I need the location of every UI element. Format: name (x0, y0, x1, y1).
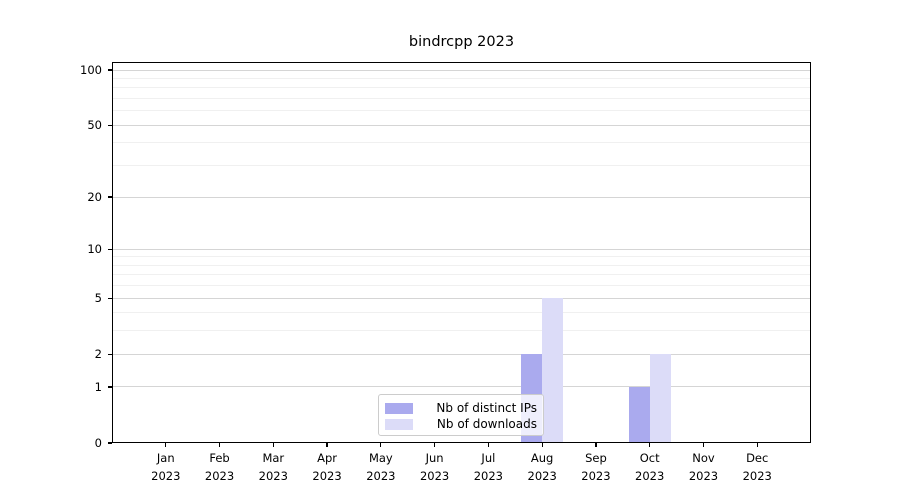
y-tick-label: 0 (94, 436, 102, 450)
minor-gridline (112, 142, 811, 144)
minor-gridline (112, 312, 811, 314)
minor-gridline (112, 78, 811, 80)
x-tick-year: 2023 (419, 468, 450, 483)
y-tick-mark (108, 196, 112, 198)
legend-swatch-icon (385, 402, 413, 414)
major-gridline (112, 386, 811, 388)
x-tick-mark (756, 443, 758, 447)
x-tick-label-oct: Oct 2023 (623, 450, 677, 485)
minor-gridline (112, 110, 811, 112)
bar-oct-nb-of-distinct-ips (628, 386, 650, 443)
x-tick-mark (165, 443, 167, 447)
x-tick-month: Jan (156, 451, 175, 465)
legend-label: Nb of distinct IPs (436, 401, 537, 415)
x-tick-mark (595, 443, 597, 447)
x-tick-month: Oct (639, 451, 660, 465)
x-tick-label-sep: Sep 2023 (569, 450, 623, 485)
y-tick-label: 1 (94, 379, 102, 394)
minor-gridline (112, 98, 811, 100)
y-tick-label: 10 (87, 242, 102, 257)
x-tick-month: Dec (746, 451, 769, 465)
y-tick-label: 2 (94, 347, 102, 362)
y-tick-mark (108, 69, 112, 71)
x-tick-label-mar: Mar 2023 (246, 450, 300, 485)
minor-gridline (112, 264, 811, 266)
x-tick-mark (326, 443, 328, 447)
x-tick-year: 2023 (635, 468, 665, 483)
x-tick-mark (272, 443, 274, 447)
x-tick-mark (487, 443, 489, 447)
major-gridline (112, 124, 811, 126)
legend-swatch-icon (385, 418, 413, 430)
x-tick-month: May (368, 451, 393, 465)
major-gridline (112, 297, 811, 299)
bar-aug-nb-of-downloads (542, 298, 564, 443)
legend-item-nb-of-downloads: Nb of downloads (385, 416, 537, 432)
x-tick-label-may: May 2023 (354, 450, 408, 485)
x-tick-month: Jun (425, 451, 444, 465)
x-tick-month: Mar (262, 451, 285, 465)
plot-area (112, 62, 811, 443)
x-tick-month: Nov (692, 451, 715, 465)
legend: Nb of distinct IPs Nb of downloads (378, 394, 544, 436)
y-tick-mark (108, 442, 112, 444)
y-tick-label: 20 (87, 190, 102, 204)
y-tick-label: 100 (80, 63, 102, 78)
major-gridline (112, 69, 811, 71)
x-tick-mark (380, 443, 382, 447)
minor-gridline (112, 330, 811, 332)
y-tick-mark (108, 353, 112, 355)
x-tick-mark (702, 443, 705, 447)
y-tick-mark (108, 124, 112, 126)
major-gridline (112, 196, 811, 198)
x-tick-mark (218, 443, 221, 447)
minor-gridline (112, 165, 811, 167)
x-tick-label-jun: Jun 2023 (408, 450, 462, 485)
x-tick-year: 2023 (527, 468, 557, 483)
y-tick-mark (108, 386, 112, 388)
minor-gridline (112, 285, 811, 287)
x-tick-label-dec: Dec 2023 (730, 450, 784, 485)
legend-label: Nb of downloads (436, 417, 537, 431)
x-tick-month: Sep (585, 451, 607, 465)
x-tick-mark (434, 443, 436, 447)
y-tick-label: 50 (87, 118, 102, 133)
x-tick-year: 2023 (258, 468, 288, 483)
y-tick-mark (108, 297, 112, 299)
legend-item-nb-of-distinct-ips: Nb of distinct IPs (385, 400, 537, 416)
x-tick-label-feb: Feb 2023 (193, 450, 247, 485)
x-tick-label-nov: Nov 2023 (676, 450, 730, 485)
minor-gridline (112, 256, 811, 258)
chart-title: bindrcpp 2023 (408, 34, 515, 50)
x-tick-year: 2023 (581, 468, 611, 483)
x-tick-label-apr: Apr 2023 (300, 450, 354, 485)
major-gridline (112, 353, 811, 355)
x-tick-year: 2023 (742, 468, 772, 483)
minor-gridline (112, 274, 811, 276)
major-gridline (112, 248, 811, 250)
legend-items: Nb of distinct IPs Nb of downloads (385, 400, 537, 432)
x-tick-year: 2023 (151, 468, 181, 483)
x-tick-month: Jul (481, 451, 496, 465)
x-tick-mark (649, 443, 651, 447)
x-tick-month: Apr (317, 451, 338, 465)
x-tick-mark (541, 443, 543, 447)
x-tick-year: 2023 (473, 468, 504, 483)
x-tick-month: Aug (530, 451, 554, 465)
x-tick-year: 2023 (366, 468, 396, 483)
x-tick-year: 2023 (688, 468, 719, 483)
y-tick-mark (108, 248, 112, 250)
x-tick-year: 2023 (312, 468, 342, 483)
y-tick-label: 5 (94, 291, 102, 306)
x-tick-label-jan: Jan 2023 (139, 450, 193, 485)
minor-gridline (112, 87, 811, 89)
x-tick-label-jul: Jul 2023 (461, 450, 515, 485)
x-tick-month: Feb (209, 451, 230, 465)
x-tick-label-aug: Aug 2023 (515, 450, 569, 485)
x-tick-year: 2023 (204, 468, 235, 483)
bar-oct-nb-of-downloads (649, 354, 671, 443)
